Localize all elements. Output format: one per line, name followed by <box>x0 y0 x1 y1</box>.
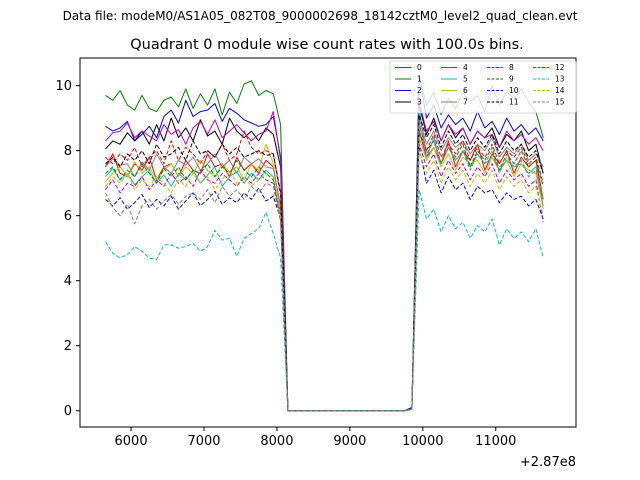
legend-label-3: 3 <box>417 98 422 107</box>
series-line-13 <box>105 189 544 412</box>
legend-label-15: 15 <box>555 98 565 107</box>
series-line-14 <box>105 150 544 412</box>
legend-label-2: 2 <box>417 86 422 95</box>
y-tick-label: 8 <box>64 144 72 159</box>
chart-title: Quadrant 0 module wise count rates with … <box>130 37 524 53</box>
legend-label-11: 11 <box>509 98 519 107</box>
y-tick-label: 6 <box>64 209 72 224</box>
y-tick-label: 4 <box>64 274 72 289</box>
legend-label-7: 7 <box>463 98 468 107</box>
legend-label-10: 10 <box>509 86 519 95</box>
axis-ticks: 6000 7000 8000 9000 10000 11000 0 2 4 6 8 10 <box>55 79 516 449</box>
y-tick-label: 2 <box>64 339 72 354</box>
legend-label-5: 5 <box>463 75 468 84</box>
legend-label-4: 4 <box>463 63 468 72</box>
y-tick-label: 0 <box>64 404 72 419</box>
figure-suptitle: Data file: modeM0/AS1A05_082T08_90000026… <box>63 9 578 23</box>
series-line-10 <box>105 146 544 412</box>
legend-label-1: 1 <box>417 75 422 84</box>
x-tick-label: 6000 <box>115 434 148 449</box>
legend-label-12: 12 <box>555 63 565 72</box>
x-tick-label: 9000 <box>333 434 366 449</box>
x-tick-label: 10000 <box>402 434 443 449</box>
legend-label-13: 13 <box>555 75 565 84</box>
legend-box <box>389 60 577 114</box>
x-tick-label: 7000 <box>187 434 220 449</box>
legend-label-14: 14 <box>555 86 565 95</box>
axes-frame <box>79 57 577 428</box>
legend-label-9: 9 <box>509 75 514 84</box>
x-tick-label: 11000 <box>475 434 516 449</box>
x-axis-offset-label: +2.87e8 <box>520 455 576 470</box>
y-tick-label: 10 <box>55 79 72 94</box>
legend-label-8: 8 <box>509 63 514 72</box>
series-line-15 <box>105 120 544 412</box>
legend-label-6: 6 <box>463 86 468 95</box>
x-tick-label: 8000 <box>260 434 293 449</box>
legend-label-0: 0 <box>417 63 422 72</box>
